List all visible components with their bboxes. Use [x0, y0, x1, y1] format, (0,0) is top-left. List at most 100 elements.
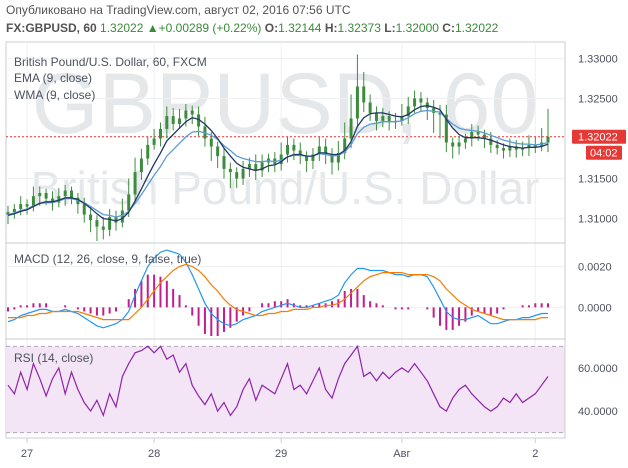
price-legend-title: British Pound/U.S. Dollar, 60, FXCM: [14, 55, 207, 69]
wma-line: [7, 105, 549, 222]
candle-body: [298, 150, 302, 157]
candle-body: [482, 134, 486, 139]
candle-body: [546, 136, 550, 143]
candle-body: [247, 164, 251, 169]
candle-body: [476, 132, 480, 135]
candle-body: [400, 116, 404, 121]
candle-body: [438, 112, 442, 115]
candle-body: [381, 116, 385, 121]
candle-body: [222, 156, 226, 169]
candle-body: [362, 86, 366, 103]
candle-body: [444, 114, 448, 143]
candle-body: [108, 216, 112, 230]
rsi-band-fill: [6, 346, 565, 433]
time-tick-label: 28: [148, 448, 160, 460]
close-label: C:: [442, 21, 455, 35]
watermark-description: British Pound/U.S. Dollar: [31, 162, 540, 214]
time-tick-label: 2: [532, 448, 538, 460]
candle-body: [44, 192, 48, 199]
candle-body: [101, 226, 105, 230]
candle-body: [502, 148, 506, 151]
candle-body: [197, 114, 201, 127]
rsi-band: [6, 345, 565, 434]
candle-body: [76, 197, 80, 205]
candle-body: [317, 146, 321, 155]
ema-legend: EMA (9, close): [14, 71, 92, 85]
candle-body: [165, 116, 169, 129]
candle-body: [470, 132, 474, 139]
price-tick-label: 1.31500: [578, 174, 618, 186]
last-price-tag-label: 1.32022: [578, 132, 618, 144]
candle-body: [114, 216, 118, 223]
candle-body: [216, 146, 220, 157]
candle-body: [457, 142, 461, 147]
time-tick-label: 29: [275, 448, 287, 460]
last-price: 1.32022: [100, 21, 144, 35]
candle-body: [235, 172, 239, 179]
macd-legend: MACD (12, 26, close, 9, false, true): [14, 252, 201, 266]
last-price-tag: [572, 129, 626, 144]
open-label: O:: [264, 21, 279, 35]
candle-body: [286, 144, 290, 155]
candle-body: [349, 118, 353, 139]
candle-body: [368, 102, 372, 113]
rsi-tick-label: 40.0000: [578, 406, 618, 418]
candle-body: [451, 142, 455, 147]
candle-body: [413, 98, 417, 107]
candle-body: [95, 220, 99, 227]
rsi-line: [7, 344, 549, 418]
candle-body: [178, 118, 182, 125]
candle-body: [82, 204, 86, 215]
candle-body: [146, 144, 150, 159]
high-label: H:: [324, 21, 338, 35]
candle-body: [25, 204, 29, 207]
candle-body: [324, 146, 328, 155]
candle-body: [521, 148, 525, 150]
grid: [6, 42, 565, 438]
macd-tick-label: 0.0020: [578, 261, 612, 273]
macd-line: [7, 249, 548, 329]
candle-body: [419, 98, 423, 103]
candle-body: [387, 116, 391, 123]
symbol-quote-line: FX:GBPUSD, 60 1.32022 ▲+0.00289 (+0.22%)…: [6, 21, 498, 35]
published-line: Опубликовано на TradingView.com, август …: [6, 3, 351, 17]
candle-body: [63, 190, 67, 197]
price-tick-label: 1.32500: [578, 93, 618, 105]
low-label: L:: [384, 21, 396, 35]
candle-body: [19, 204, 23, 209]
candle-body: [374, 112, 378, 121]
axes: 1.33000 1.32500 1.31500 1.31000 1.32022 04:02…: [6, 42, 626, 460]
price-change: +0.00289 (+0.22%): [158, 21, 262, 35]
candle-body: [70, 190, 74, 198]
symbol-label[interactable]: FX:GBPUSD, 60: [6, 21, 97, 35]
change-up-icon: ▲: [146, 21, 159, 35]
rsi-tick-label: 60.0000: [578, 363, 618, 375]
time-tick-label: 27: [21, 448, 33, 460]
rsi-legend: RSI (14, close): [14, 351, 93, 365]
signal-line: [8, 263, 548, 321]
price-tick-label: 1.33000: [578, 53, 618, 65]
candle-body: [158, 128, 162, 139]
price-pane: [6, 54, 565, 241]
candle-body: [50, 198, 54, 203]
macd-tick-label: 0.0000: [578, 302, 612, 314]
candle-body: [228, 168, 232, 173]
candle-body: [292, 144, 296, 151]
candle-body: [514, 146, 518, 150]
candle-body: [254, 164, 258, 171]
watermark: GBPUSD, 60 British Pound/U.S. Dollar: [31, 56, 540, 214]
candle-body: [508, 146, 512, 151]
wma-legend: WMA (9, close): [14, 88, 95, 102]
candle-body: [311, 154, 315, 161]
chart-header: Опубликовано на TradingView.com, август …: [0, 0, 628, 40]
candle-body: [336, 152, 340, 163]
low-value: 1.32000: [395, 21, 439, 35]
candle-body: [184, 110, 188, 119]
high-value: 1.32373: [337, 21, 381, 35]
candle-body: [260, 162, 264, 171]
countdown-tag: [586, 145, 622, 160]
candle-body: [343, 138, 347, 153]
candle-body: [279, 154, 283, 165]
macd-pane: [7, 249, 549, 336]
